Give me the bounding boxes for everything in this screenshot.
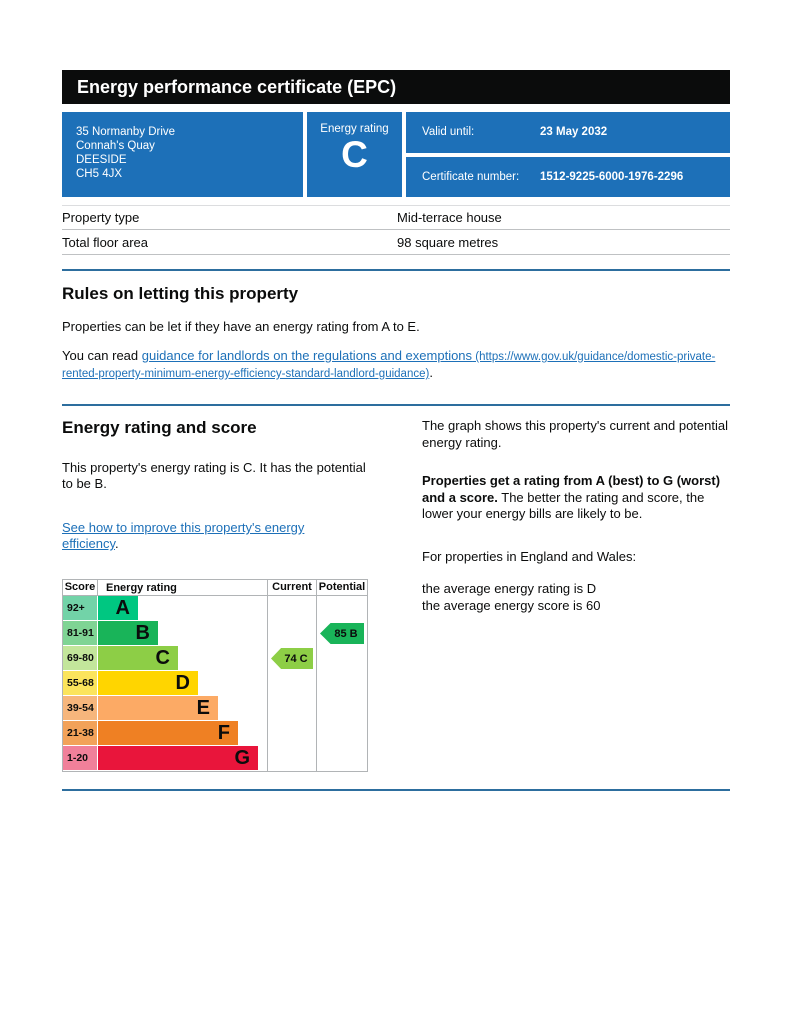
- table-row: Property type Mid-terrace house: [62, 205, 730, 230]
- potential-cell: [316, 721, 367, 746]
- sentence-period: .: [115, 536, 119, 551]
- current-cell: 74 C: [267, 646, 316, 671]
- epc-band-row-g: 1-20 G: [63, 746, 367, 771]
- potential-rating-arrow: 85 B: [320, 623, 364, 644]
- rating-explanation-paragraph: Properties get a rating from A (best) to…: [422, 473, 730, 523]
- potential-cell: [316, 596, 367, 621]
- band-score: 81-91: [63, 621, 98, 646]
- fact-value: 98 square metres: [397, 234, 499, 250]
- england-wales-paragraph: For properties in England and Wales:: [422, 548, 637, 564]
- band-bar: D: [98, 671, 198, 696]
- valid-until-value: 23 May 2032: [540, 126, 608, 139]
- section-divider: [62, 789, 730, 791]
- section-divider: [62, 269, 730, 271]
- rules-guidance-paragraph: You can read guidance for landlords on t…: [62, 348, 730, 382]
- certificate-number-box: Certificate number: 1512-9225-6000-1976-…: [406, 156, 730, 197]
- current-cell: [267, 596, 316, 621]
- certificate-number-label: Certificate number:: [422, 170, 520, 183]
- valid-until-label: Valid until:: [422, 126, 475, 139]
- table-row: Total floor area 98 square metres: [62, 230, 730, 255]
- potential-cell: 85 B: [316, 621, 367, 646]
- sentence-period: .: [429, 365, 433, 380]
- rating-explanation-rest: The better the rating and score, the low…: [422, 489, 705, 522]
- band-bar: B: [98, 621, 158, 646]
- averages-paragraph: the average energy rating is D the avera…: [422, 581, 730, 614]
- certificate-number-value: 1512-9225-6000-1976-2296: [540, 170, 684, 183]
- rules-paragraph: Properties can be let if they have an en…: [62, 319, 420, 334]
- guidance-prefix: You can read: [62, 348, 142, 363]
- band-bar: G: [98, 746, 258, 771]
- epc-rating-chart: Score Energy rating Current Potential 92…: [62, 579, 368, 772]
- section-divider: [62, 404, 730, 406]
- valid-until-box: Valid until: 23 May 2032: [406, 112, 730, 153]
- certificate-summary: 35 Normanby Drive Connah's Quay DEESIDE …: [62, 112, 730, 197]
- improve-efficiency-link[interactable]: See how to improve this property's energ…: [62, 520, 305, 551]
- band-bar: E: [98, 696, 218, 721]
- current-cell: [267, 696, 316, 721]
- fact-label: Total floor area: [62, 234, 148, 250]
- address-line: DEESIDE: [76, 154, 127, 166]
- current-column-header: Current: [267, 580, 316, 595]
- rules-heading: Rules on letting this property: [62, 284, 299, 303]
- property-address: 35 Normanby Drive Connah's Quay DEESIDE …: [62, 112, 303, 197]
- epc-band-row-d: 55-68 D: [63, 671, 367, 696]
- address-line: 35 Normanby Drive: [76, 126, 176, 138]
- current-rating-arrow: 74 C: [271, 648, 313, 669]
- property-facts-table: Property type Mid-terrace house Total fl…: [62, 205, 730, 255]
- improve-paragraph: See how to improve this property's energ…: [62, 520, 342, 552]
- fact-label: Property type: [62, 210, 140, 225]
- band-score: 39-54: [63, 696, 98, 721]
- current-cell: [267, 621, 316, 646]
- band-bar: F: [98, 721, 238, 746]
- epc-band-row-e: 39-54 E: [63, 696, 367, 721]
- average-rating-line: the average energy rating is D: [422, 581, 597, 596]
- band-bar: A: [98, 596, 138, 621]
- landlord-guidance-url: (https://www.gov.uk/guidance/domestic-pr…: [62, 351, 716, 380]
- rating-intro-paragraph: This property's energy rating is C. It h…: [62, 460, 366, 491]
- average-score-line: the average energy score is 60: [422, 597, 601, 613]
- band-score: 92+: [63, 596, 98, 621]
- potential-column-header: Potential: [316, 580, 367, 595]
- energy-rating-value: C: [341, 134, 368, 175]
- band-score: 55-68: [63, 671, 98, 696]
- epc-band-row-a: 92+ A: [63, 596, 367, 621]
- band-bar: C: [98, 646, 178, 671]
- landlord-guidance-link[interactable]: guidance for landlords on the regulation…: [62, 348, 716, 380]
- energy-rating-column-header: Energy rating: [106, 581, 177, 594]
- energy-rating-label: Energy rating: [320, 123, 389, 135]
- rating-explanation-bold: Properties get a rating from A (best) to…: [422, 473, 721, 505]
- fact-value: Mid-terrace house: [397, 210, 502, 225]
- band-score: 21-38: [63, 721, 98, 746]
- potential-cell: [316, 696, 367, 721]
- band-score: 1-20: [63, 746, 98, 771]
- potential-cell: [316, 671, 367, 696]
- epc-chart-header: Score Energy rating Current Potential: [63, 580, 367, 596]
- current-cell: [267, 721, 316, 746]
- address-line: CH5 4JX: [76, 168, 123, 180]
- energy-rating-box: Energy rating C: [307, 112, 402, 197]
- epc-band-row-b: 81-91 B 85 B: [63, 621, 367, 646]
- score-column-header: Score: [63, 580, 98, 595]
- potential-cell: [316, 746, 367, 771]
- address-line: Connah's Quay: [76, 140, 155, 152]
- current-cell: [267, 671, 316, 696]
- band-score: 69-80: [63, 646, 98, 671]
- graph-intro-paragraph: The graph shows this property's current …: [422, 418, 728, 450]
- energy-rating-heading: Energy rating and score: [62, 418, 257, 437]
- current-cell: [267, 746, 316, 771]
- epc-band-row-c: 69-80 C 74 C: [63, 646, 367, 671]
- epc-band-row-f: 21-38 F: [63, 721, 367, 746]
- page-title: Energy performance certificate (EPC): [62, 70, 730, 104]
- potential-cell: [316, 646, 367, 671]
